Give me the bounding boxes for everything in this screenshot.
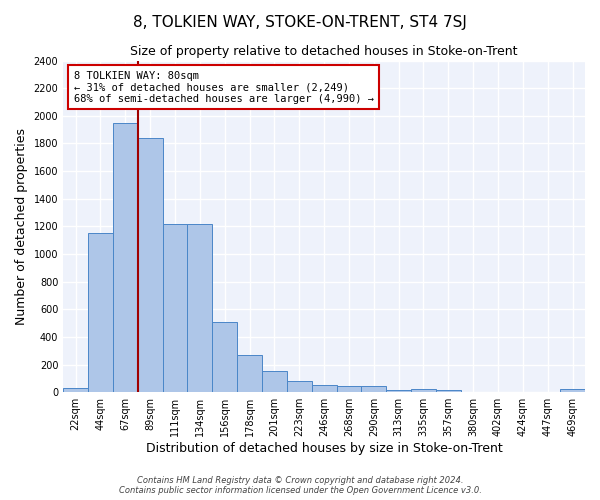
Bar	[311, 386, 337, 392]
X-axis label: Distribution of detached houses by size in Stoke-on-Trent: Distribution of detached houses by size …	[146, 442, 502, 455]
Bar	[212, 322, 237, 392]
Bar	[287, 381, 311, 392]
Bar	[262, 371, 287, 392]
Bar	[187, 224, 212, 392]
Bar	[361, 386, 386, 392]
Bar	[113, 122, 138, 392]
Bar	[436, 390, 461, 392]
Text: 8, TOLKIEN WAY, STOKE-ON-TRENT, ST4 7SJ: 8, TOLKIEN WAY, STOKE-ON-TRENT, ST4 7SJ	[133, 15, 467, 30]
Text: Contains HM Land Registry data © Crown copyright and database right 2024.
Contai: Contains HM Land Registry data © Crown c…	[119, 476, 481, 495]
Bar	[88, 234, 113, 392]
Bar	[337, 386, 361, 392]
Bar	[411, 390, 436, 392]
Title: Size of property relative to detached houses in Stoke-on-Trent: Size of property relative to detached ho…	[130, 45, 518, 58]
Bar	[163, 224, 187, 392]
Text: 8 TOLKIEN WAY: 80sqm
← 31% of detached houses are smaller (2,249)
68% of semi-de: 8 TOLKIEN WAY: 80sqm ← 31% of detached h…	[74, 70, 374, 104]
Bar	[560, 390, 585, 392]
Bar	[386, 390, 411, 392]
Bar	[138, 138, 163, 392]
Bar	[237, 355, 262, 392]
Bar	[63, 388, 88, 392]
Y-axis label: Number of detached properties: Number of detached properties	[15, 128, 28, 325]
